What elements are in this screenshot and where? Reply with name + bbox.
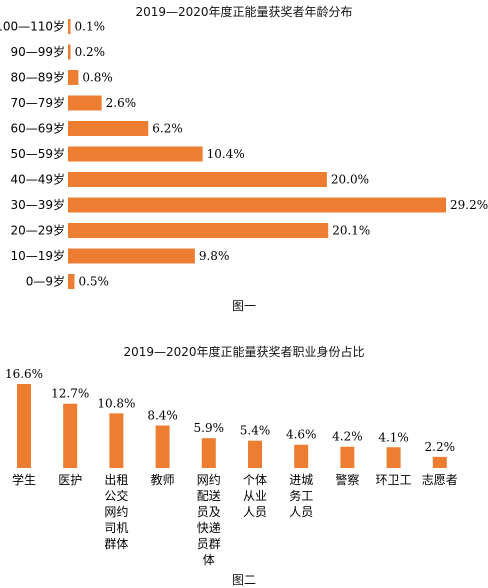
- age-category-label: 10—19岁: [10, 248, 65, 263]
- chart2-caption: 图二: [231, 573, 256, 587]
- occupation-value-label: 10.8%: [97, 396, 135, 410]
- occupation-value-label: 4.2%: [332, 430, 363, 444]
- occupation-bar: [155, 425, 170, 468]
- occupation-value-label: 4.1%: [378, 430, 409, 444]
- age-value-label: 29.2%: [450, 198, 488, 212]
- age-bar: [68, 44, 71, 60]
- age-value-label: 0.1%: [75, 20, 106, 34]
- age-value-label: 0.8%: [82, 71, 113, 85]
- age-value-label: 0.5%: [78, 275, 109, 289]
- age-category-label: 50—59岁: [10, 146, 65, 161]
- age-bar: [68, 19, 71, 34]
- age-value-label: 10.4%: [207, 147, 245, 161]
- age-bar: [68, 121, 149, 136]
- age-category-label: 80—89岁: [10, 70, 65, 85]
- occupation-bar: [63, 403, 78, 468]
- occupation-value-label: 2.2%: [425, 440, 456, 454]
- age-category-label: 100—110岁: [0, 19, 65, 34]
- occupation-bar: [340, 446, 355, 468]
- age-bar: [68, 172, 327, 187]
- occupation-category-label: 志愿者: [422, 473, 458, 487]
- occupation-category-label: 环卫工: [376, 473, 412, 487]
- occupation-value-label: 5.9%: [194, 421, 225, 435]
- occupation-category-label: 网约配送员及快递员群体: [197, 472, 221, 567]
- occupation-value-label: 8.4%: [147, 408, 178, 422]
- age-bar: [68, 197, 446, 213]
- age-distribution-chart: 100—110岁 0.1% 90—99岁 0.2% 80—89岁 0.8% 70—79岁 2.…: [0, 19, 488, 289]
- occupation-bar: [201, 438, 216, 468]
- occupation-bar: [109, 413, 124, 468]
- occupation-category-label: 学生: [12, 472, 36, 487]
- age-category-label: 30—39岁: [10, 197, 65, 212]
- occupation-bar: [17, 384, 31, 468]
- chart1-title: 2019—2020年度正能量获奖者年龄分布: [135, 5, 353, 19]
- age-value-label: 20.1%: [332, 224, 370, 238]
- occupation-category-label: 警察: [335, 472, 359, 487]
- age-category-label: 60—69岁: [10, 121, 65, 136]
- age-value-label: 20.0%: [331, 173, 369, 187]
- age-bar: [68, 146, 203, 162]
- occupation-bar: [294, 444, 309, 468]
- age-bar: [68, 95, 102, 111]
- age-bar: [68, 223, 329, 238]
- age-value-label: 0.2%: [75, 45, 106, 59]
- age-category-label: 70—79岁: [10, 95, 65, 110]
- age-bar: [68, 274, 75, 289]
- occupation-value-label: 12.7%: [51, 387, 89, 401]
- occupation-value-label: 4.6%: [286, 428, 317, 442]
- age-value-label: 2.6%: [106, 96, 137, 110]
- age-category-label: 20—29岁: [10, 223, 65, 238]
- occupation-category-label: 医护: [58, 473, 82, 487]
- occupation-bar: [432, 456, 447, 468]
- occupation-category-label: 个体从业人员: [243, 473, 267, 519]
- occupation-value-label: 5.4%: [240, 424, 271, 438]
- chart2-title: 2019—2020年度正能量获奖者职业身份占比: [123, 345, 365, 359]
- age-bar: [68, 248, 195, 264]
- occupation-category-label: 出租公交网约司机群体: [104, 473, 128, 551]
- age-category-label: 40—49岁: [10, 172, 65, 187]
- age-value-label: 6.2%: [152, 122, 183, 136]
- occupation-category-label: 进城务工人员: [289, 473, 313, 519]
- age-bar: [68, 70, 79, 85]
- age-category-label: 90—99岁: [10, 44, 65, 59]
- occupation-bar: [386, 447, 401, 468]
- age-value-label: 9.8%: [199, 249, 230, 263]
- age-category-label: 0—9岁: [26, 274, 65, 289]
- chart1-caption: 图一: [231, 299, 256, 313]
- occupation-bar: [248, 440, 262, 468]
- occupation-value-label: 16.6%: [5, 367, 43, 381]
- occupation-category-label: 教师: [151, 472, 175, 487]
